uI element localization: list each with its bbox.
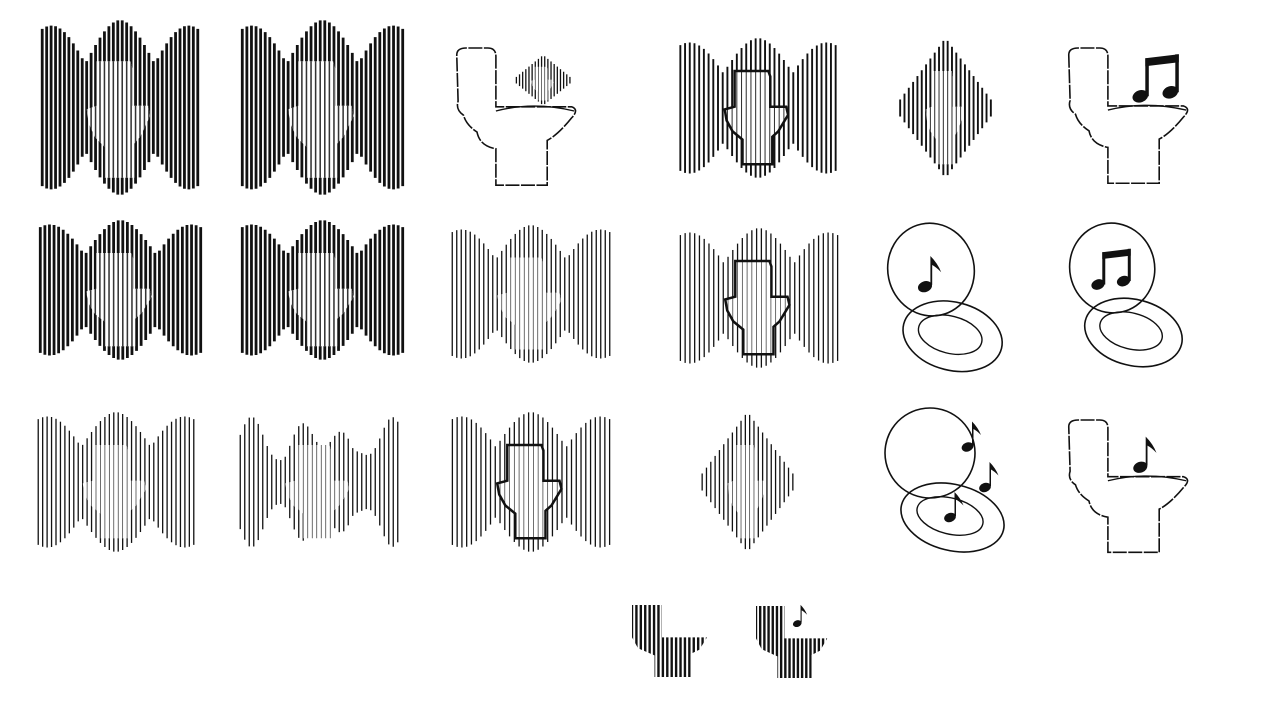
toilet-striped-music-note-icon [756, 604, 828, 678]
toilet-waveform-icon [451, 412, 611, 552]
toilet-waveform-icon [679, 38, 837, 178]
music-note-icon [977, 462, 999, 494]
toilet-waveform-icon [40, 20, 200, 195]
toilet-seat-music-note-icon [884, 407, 1005, 553]
toilet-silhouette [925, 71, 964, 165]
double-music-note-icon [1130, 54, 1180, 105]
seat-opening [917, 314, 983, 356]
toilet-seat-music-note-icon [1068, 222, 1183, 368]
toilet-waveform-icon [240, 20, 405, 195]
seat-lid [1068, 222, 1156, 314]
seat-ring [900, 482, 1005, 553]
toilet-silhouette [495, 443, 563, 540]
toilet-silhouette [723, 69, 790, 166]
toilet-silhouette [285, 445, 350, 539]
toilet-waveform-icon [451, 225, 611, 363]
music-note-icon [1131, 436, 1157, 475]
music-note-icon [916, 256, 942, 295]
seat-ring [1083, 297, 1183, 368]
seat-lid [884, 407, 976, 499]
seat-ring [902, 300, 1003, 373]
toilet-waveform-icon [38, 220, 203, 360]
toilet-silhouette [727, 445, 766, 539]
toilet-waveform-icon [37, 412, 195, 552]
toilet-silhouette [82, 445, 147, 539]
toilet-outline [1067, 47, 1189, 185]
toilet-outline [1067, 419, 1189, 554]
toilet-music-note-icon [1067, 47, 1189, 185]
toilet-striped-icon [632, 605, 707, 677]
toilet-stripes [756, 606, 828, 678]
music-note-icon [791, 604, 808, 629]
seat-opening [1099, 311, 1163, 351]
music-note-icon [960, 421, 981, 454]
toilet-waveform-icon [899, 40, 992, 176]
double-music-note-icon [1089, 248, 1132, 292]
toilet-waveform-icon [679, 228, 839, 368]
seat-opening [916, 496, 984, 536]
toilet-seat-music-note-icon [886, 222, 1003, 373]
toilet-silhouette [497, 257, 562, 350]
toilet-waveform-icon [701, 414, 794, 550]
toilet-outline [455, 47, 577, 186]
toilet-music-note-icon [1067, 419, 1189, 554]
toilet-stripes [632, 605, 707, 677]
toilet-waveform-icon [240, 220, 405, 360]
toilet-waveform-icon [239, 417, 399, 547]
toilet-soundwave-outline-icon [455, 47, 577, 186]
toilet-silhouette [723, 259, 791, 356]
